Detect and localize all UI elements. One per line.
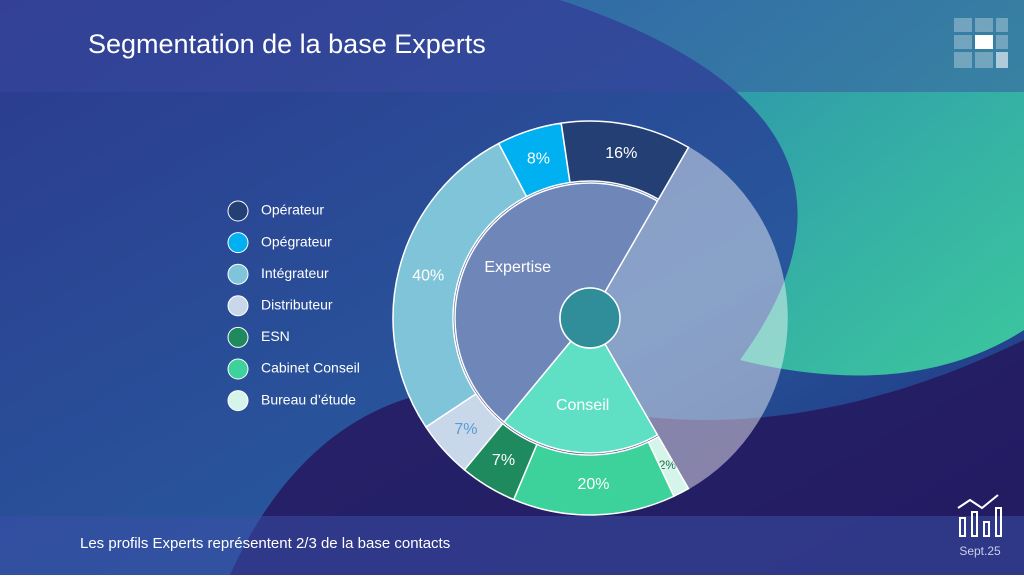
title-bar <box>0 0 1024 92</box>
legend-label: ESN <box>261 328 290 344</box>
legend-marker <box>227 390 249 412</box>
outer-label: 16% <box>605 145 637 162</box>
outer-label: 7% <box>454 421 477 438</box>
legend-marker <box>227 232 249 254</box>
legend-label: Distributeur <box>261 297 333 313</box>
legend-label: Opégrateur <box>261 233 332 249</box>
legend-label: Bureau d’étude <box>261 391 356 407</box>
outer-segment <box>560 120 690 201</box>
inner-label: Conseil <box>556 397 609 414</box>
legend-label: Cabinet Conseil <box>261 360 360 376</box>
outer-segment <box>392 142 528 429</box>
outer-label: 8% <box>527 150 550 167</box>
footer-date: Sept.25 <box>959 544 1001 558</box>
outer-label: 7% <box>492 452 515 469</box>
footer-bar <box>0 516 1024 575</box>
logo <box>954 18 1008 68</box>
background-wave <box>560 0 1024 376</box>
legend-marker <box>227 295 249 317</box>
slide-title: Segmentation de la base Experts <box>88 29 486 59</box>
outer-label: 40% <box>412 268 444 285</box>
footer-icon <box>957 494 1002 537</box>
legend-marker <box>227 263 249 285</box>
legend-marker <box>227 200 249 222</box>
outer-label: 20% <box>577 476 609 493</box>
center-hole <box>559 287 621 349</box>
legend-marker <box>227 358 249 380</box>
inner-label: Expertise <box>484 259 551 276</box>
footer-text: Les profils Experts représentent 2/3 de … <box>80 535 450 552</box>
legend-label: Opérateur <box>261 202 324 218</box>
legend-label: Intégrateur <box>261 265 329 281</box>
outer-label: 2% <box>659 458 677 472</box>
legend-marker <box>227 326 249 348</box>
chart: 2% 20% 7% 7% 40% 8% 16% Conseil Expertise Opérate… <box>227 120 788 516</box>
